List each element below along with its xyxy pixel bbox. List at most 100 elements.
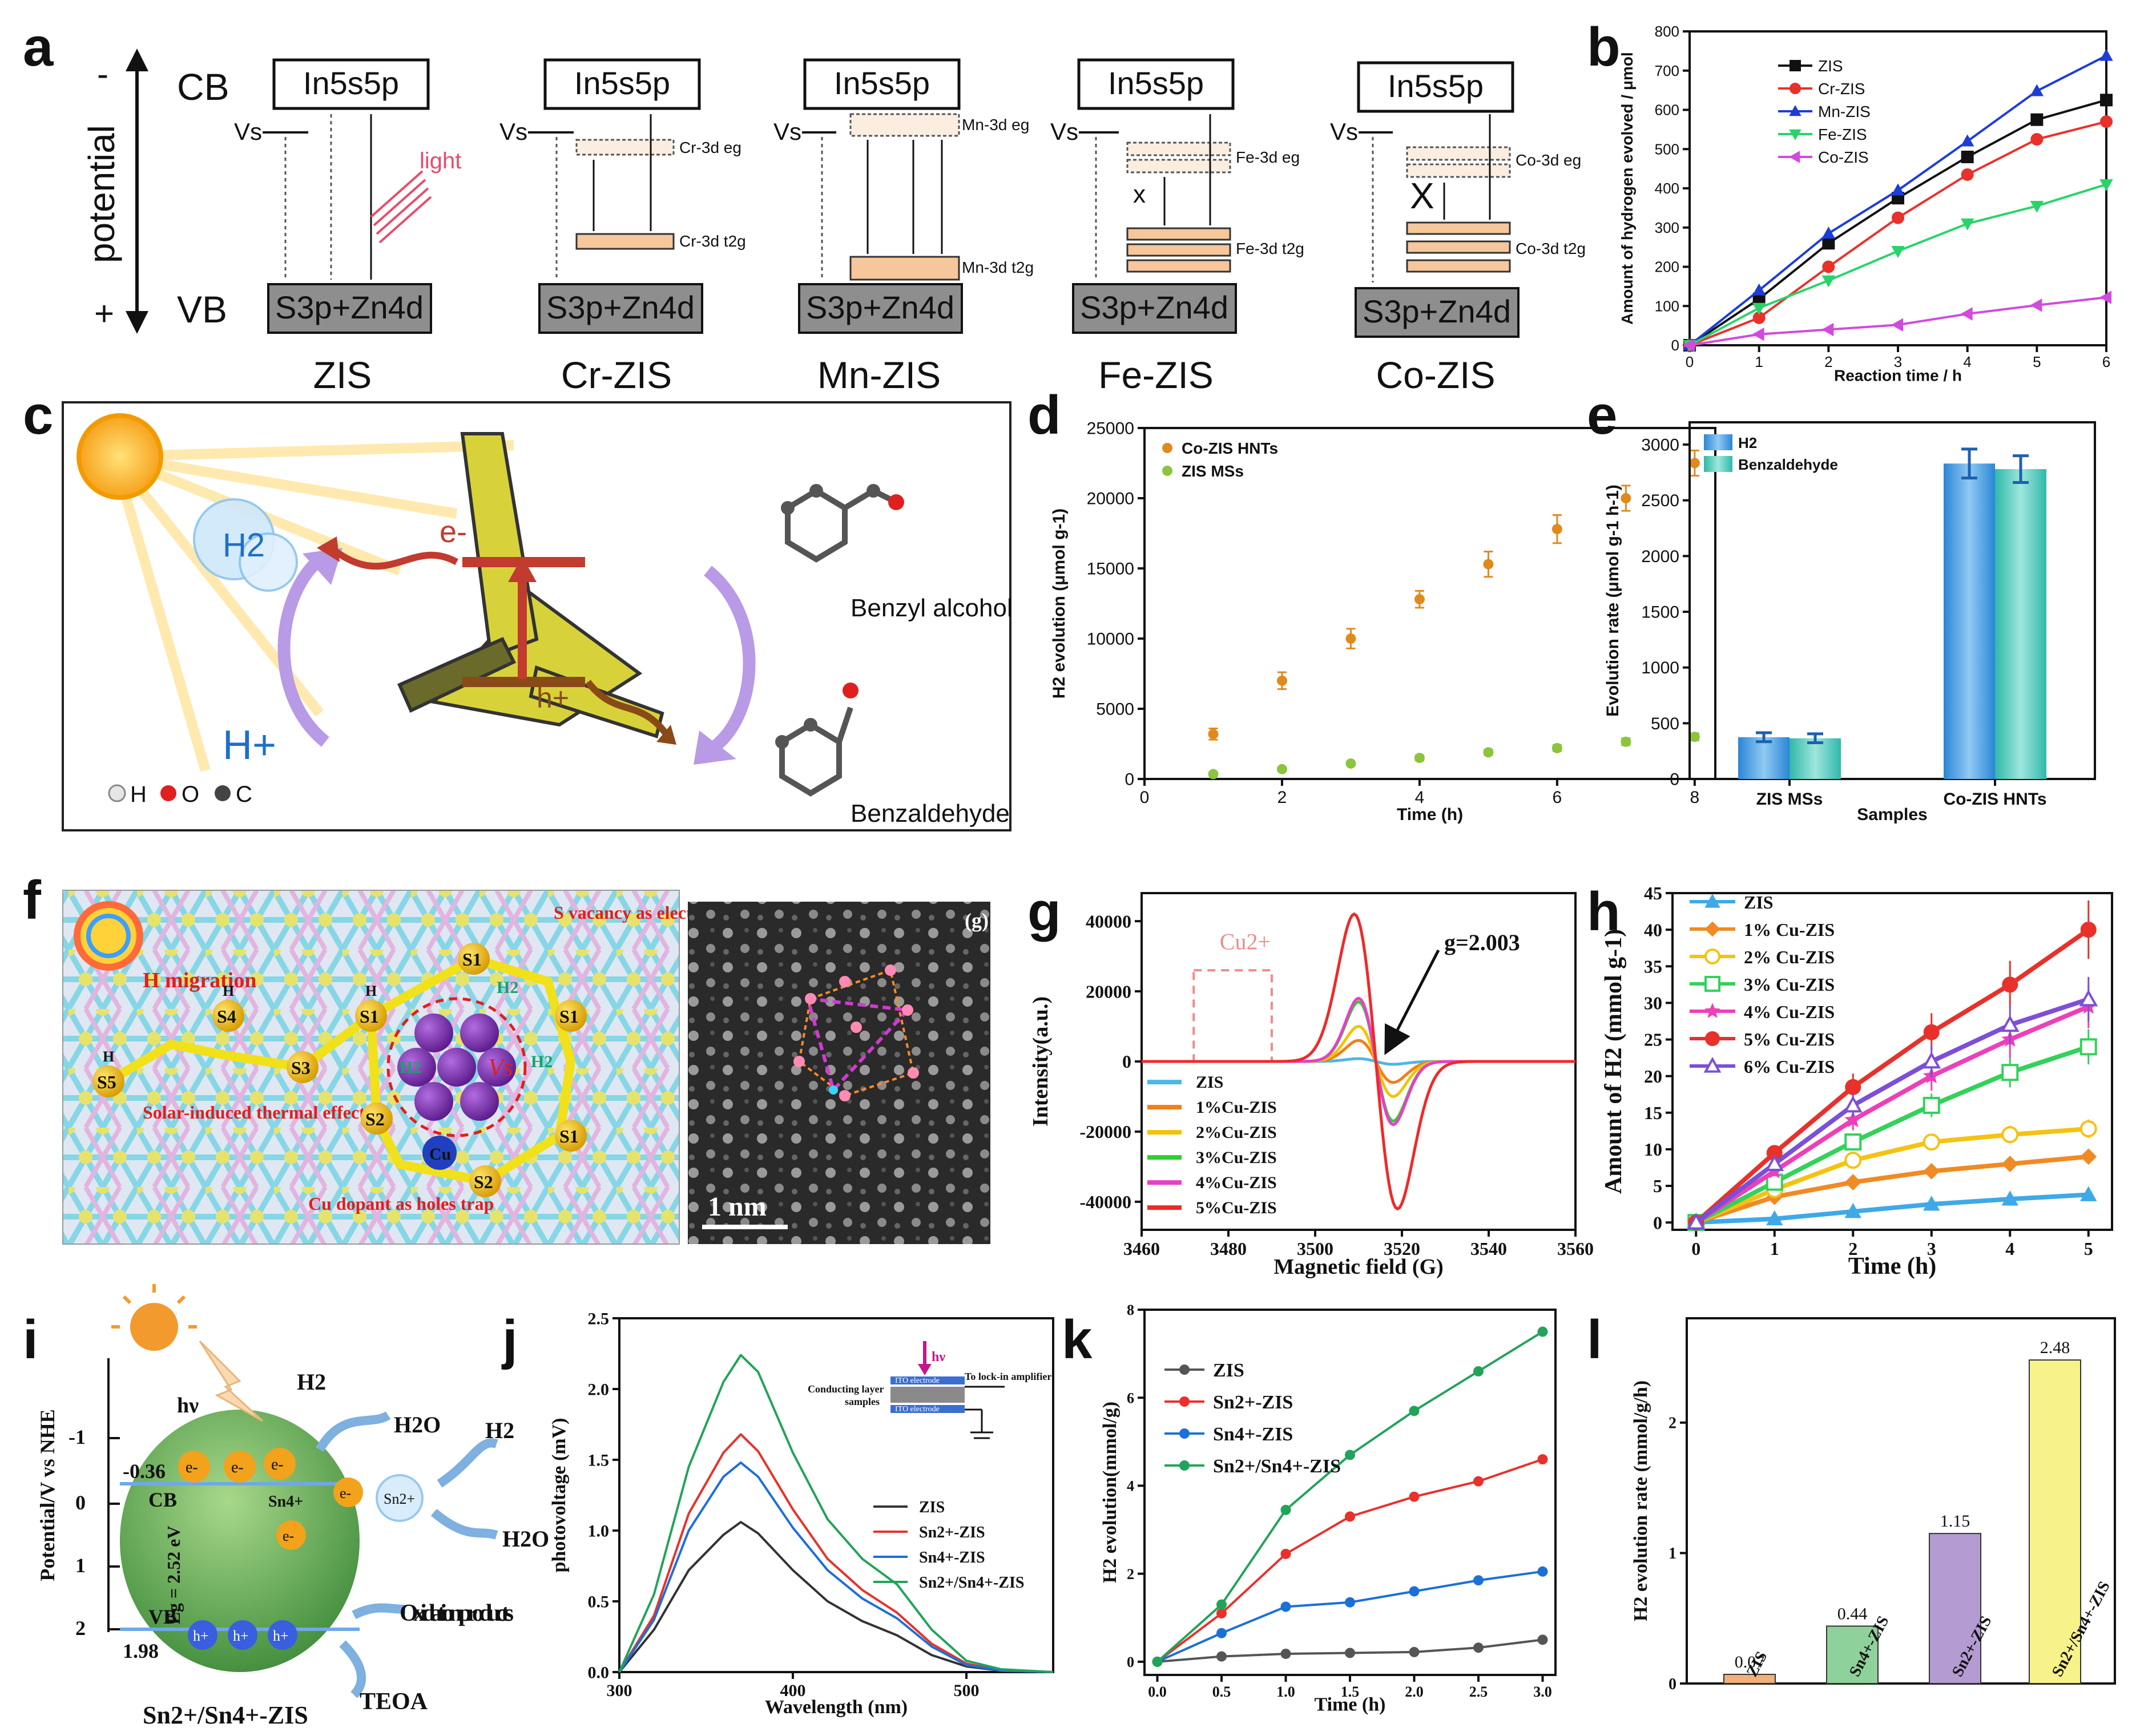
electron-label: e- [186,1459,198,1476]
sample-label-zis: ZIS [313,354,372,396]
data-point [1843,1095,1863,1113]
fe-eg-label: Fe-3d eg [1236,148,1300,166]
x-tick-label: 3520 [1384,1238,1420,1259]
data-point [1345,1511,1355,1522]
x-axis-label: Time (h) [1848,1253,1936,1279]
y-tick-label: 8 [1127,1302,1134,1318]
sample-label-co-zis: Co-ZIS [1376,354,1495,396]
y-tick-label: 500 [1655,140,1679,158]
data-point [1276,675,1287,686]
benzaldehyde-label: Benzaldehyde [851,800,1010,827]
panel-i-title: Sn2+/Sn4+-ZIS [143,1701,308,1729]
y-tick-label: 100 [1655,297,1679,314]
y-tick-label: 0 [1670,770,1679,789]
series-line-Sn2+/Sn4+-ZIS [618,1354,1054,1673]
h-plus-label: H+ [223,722,276,768]
y-tick-label: 40000 [1086,911,1131,931]
x-tick-label: 2.0 [1405,1683,1424,1700]
x-tick-label: 6 [1553,788,1562,807]
data-point [2080,1186,2097,1201]
data-point [1704,1003,1720,1018]
chart-g: 3460 3480 3500 3520 3540 3560 -40000 -20000 0 200… [1029,892,1594,1279]
bar-value-label: 2.48 [2040,1338,2070,1357]
potential-label: potential [81,125,122,263]
data-point [1152,1656,1163,1667]
x-tick-label: Co-ZIS HNTs [1943,790,2046,809]
y-tick-label: 2000 [1641,547,1679,566]
hole-label: h+ [537,682,569,714]
data-point [2079,1038,2097,1056]
data-point [1280,1548,1291,1559]
vacancy-label: Vs [488,1053,513,1081]
series-line-5% Cu-ZIS [1694,927,2090,1225]
x-tick-label: ZIS MSs [1756,790,1823,809]
vs-label: Vs [1330,118,1358,145]
site-label: S1 [360,1006,379,1027]
data-point [1821,275,1836,288]
sn4-label: Sn4+ [268,1493,303,1511]
data-point [1960,218,1974,231]
data-point [2000,1015,2020,1032]
data-point [1473,1476,1484,1487]
y-tick-label: 500 [1651,714,1679,733]
legend-marker [1162,443,1172,453]
data-point [1689,732,1700,742]
y-tick-label: 35 [1644,956,1662,976]
y-tick-label: 30 [1644,993,1662,1014]
site-label: S1 [559,1006,579,1027]
data-point [2080,922,2097,938]
data-point [1537,1566,1548,1577]
legend-label: 2% Cu-ZIS [1744,947,1835,967]
vs-label: Vs [1050,118,1078,145]
data-point [1409,1491,1420,1502]
x-tick-label: 1 [1770,1238,1779,1259]
vb-level-label: S3p+Zn4d [1080,289,1228,325]
diagram-mn-zis: In5s5p S3p+Zn4d Vs Mn-3d eg Mn-3d t2g Mn… [773,58,1034,396]
site-label: S1 [559,1126,579,1146]
data-point [1703,1056,1722,1073]
site-label: S4 [217,1006,236,1027]
series-line-2% Cu-ZIS [1695,1127,2089,1225]
ito-top-label: ITO electrode [895,1376,940,1385]
data-point [1923,1133,1940,1151]
legend-label: 4% Cu-ZIS [1744,1002,1835,1022]
panel-letter-b: b [1587,17,1621,78]
x-tick-label: 2.5 [1469,1683,1488,1700]
y-tick-label: 3000 [1641,436,1679,455]
data-point [1551,524,1562,535]
x-tick-label: 3 [1894,353,1902,370]
vs-label: Vs [234,118,262,145]
vs-label: Vs [499,118,527,145]
data-point [1280,1601,1291,1612]
h2o-label: H2O [502,1526,549,1552]
panel-letter-g: g [1027,881,1061,942]
panel-letter-d: d [1027,385,1061,446]
legend-o-label: O [182,782,199,807]
spv-setup-inset: hν ITO electrode ITO electrode To lock-i… [808,1341,1051,1439]
legend-label: Sn4+-ZIS [919,1549,985,1567]
data-point [1345,633,1356,644]
solar-thermal-label: Solar-induced thermal effect [143,1102,365,1123]
x-tick-label: 300 [607,1681,632,1700]
data-point [1216,1651,1227,1662]
series-line-Sn2+/Sn4+-ZIS [1156,1330,1543,1663]
y-axis-label: H2 evolution rate (mmol/g/h) [1630,1380,1651,1621]
plot-frame [1686,1317,2116,1685]
legend-label: Sn2+-ZIS [919,1524,985,1541]
tetrapod-nanotube-icon [397,432,664,738]
data-point [1789,104,1802,116]
bar [1944,463,1995,779]
x-tick-label: 0 [1686,353,1694,370]
data-point [1704,976,1720,992]
data-point [1752,328,1764,341]
annotation-arrow [1384,949,1440,1055]
legend-label: Co-ZIS HNTs [1182,439,1278,457]
x-tick-label: 2 [1824,353,1832,370]
cb-level-label: In5s5p [303,65,399,101]
legend-label: ZIS [919,1499,945,1516]
data-point [1891,318,1903,332]
vs-label: Vs [773,118,801,145]
x-axis-label: Magnetic field (G) [1273,1255,1444,1279]
x-tick-label: 4 [1415,788,1425,807]
cr-t2g-label: Cr-3d t2g [679,232,746,250]
